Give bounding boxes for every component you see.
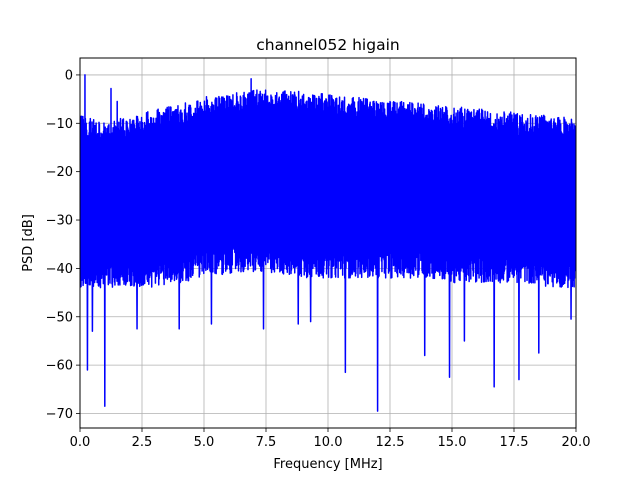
chart-title: channel052 higain <box>256 36 399 54</box>
y-tick-label: −20 <box>46 165 73 180</box>
plot-area <box>80 74 576 412</box>
x-tick-label: 7.5 <box>256 435 277 450</box>
x-tick-label: 17.5 <box>500 435 529 450</box>
x-axis-label: Frequency [MHz] <box>273 457 382 472</box>
x-tick-label: 12.5 <box>376 435 405 450</box>
x-tick-label: 10.0 <box>314 435 343 450</box>
x-tick-label: 5.0 <box>194 435 215 450</box>
y-tick-label: −60 <box>46 359 73 374</box>
y-tick-label: −10 <box>46 117 73 132</box>
y-axis-label: PSD [dB] <box>21 214 36 272</box>
psd-series <box>80 74 576 412</box>
y-axis-ticks: 0 −10 −20 −30 −40 −50 −60 −70 <box>46 68 80 422</box>
y-tick-label: 0 <box>65 68 73 83</box>
y-tick-label: −50 <box>46 310 73 325</box>
x-tick-label: 2.5 <box>132 435 153 450</box>
psd-line <box>80 74 576 412</box>
y-tick-label: −40 <box>46 262 73 277</box>
y-tick-label: −70 <box>46 407 73 422</box>
x-tick-label: 15.0 <box>438 435 467 450</box>
y-tick-label: −30 <box>46 214 73 229</box>
x-tick-label: 20.0 <box>562 435 591 450</box>
x-tick-label: 0.0 <box>70 435 91 450</box>
x-axis-ticks: 0.0 2.5 5.0 7.5 10.0 12.5 15.0 17.5 20.0 <box>70 428 591 450</box>
